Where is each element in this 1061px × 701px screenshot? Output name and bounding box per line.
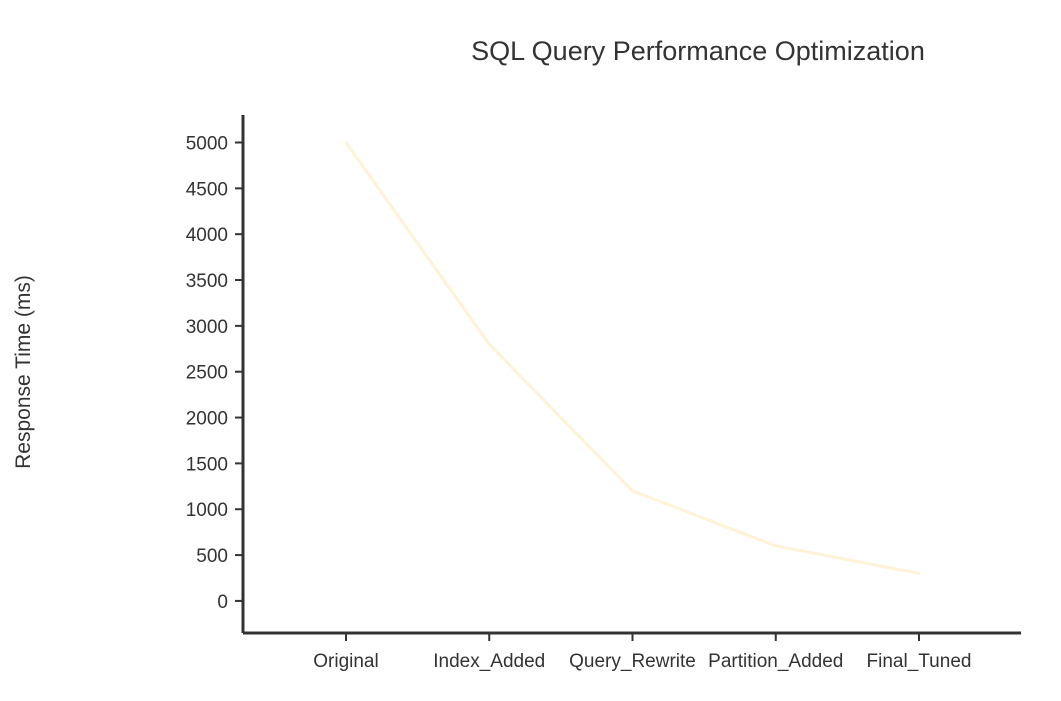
- chart-title: SQL Query Performance Optimization: [471, 36, 925, 66]
- y-tick-label: 4000: [186, 225, 228, 246]
- x-tick-label: Final_Tuned: [867, 651, 972, 672]
- x-tick-label: Query_Rewrite: [569, 651, 696, 672]
- x-tick-label: Index_Added: [433, 651, 545, 672]
- y-tick-label: 1500: [186, 454, 228, 475]
- y-tick-label: 0: [217, 592, 228, 613]
- x-tick-label: Original: [313, 651, 378, 672]
- y-tick-label: 500: [196, 546, 228, 567]
- y-tick-label: 1000: [186, 500, 228, 521]
- series-line: [344, 141, 921, 575]
- y-tick-label: 3000: [186, 317, 228, 338]
- y-tick-label: 3500: [186, 271, 228, 292]
- x-tick-label: Partition_Added: [708, 651, 843, 672]
- y-axis-label: Response Time (ms): [12, 275, 35, 469]
- y-tick-label: 5000: [186, 134, 228, 155]
- y-axis-ticks: 0 500 1000 1500 2000 2500 3000 3500 4000 4500 5000: [186, 134, 243, 613]
- x-axis-ticks: Original Index_Added Query_Rewrite Partitio…: [313, 633, 971, 672]
- y-tick-label: 2000: [186, 409, 228, 430]
- y-tick-label: 4500: [186, 179, 228, 200]
- y-tick-label: 2500: [186, 363, 228, 384]
- series-layer: [344, 141, 921, 575]
